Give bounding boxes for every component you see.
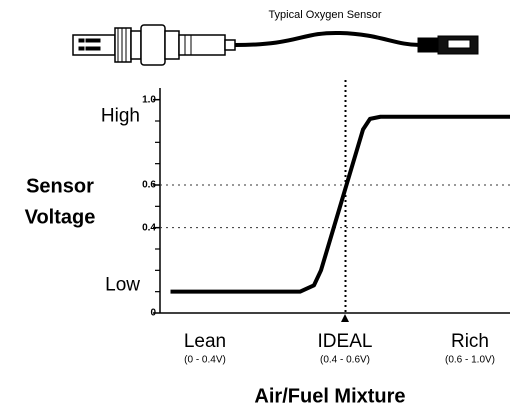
x-axis-title: Air/Fuel Mixture: [254, 385, 405, 407]
axis-pointer: [341, 314, 349, 322]
y-axis-title: Voltage: [25, 206, 96, 228]
x-category-label: IDEAL: [318, 331, 373, 352]
y-axis-title: Sensor: [26, 175, 94, 197]
x-category-range: (0.4 - 0.6V): [320, 355, 370, 366]
level-label: Low: [105, 274, 140, 295]
curve: [171, 117, 511, 292]
sensor-illustration: [73, 25, 478, 65]
x-category-range: (0 - 0.4V): [184, 355, 226, 366]
level-label: High: [101, 106, 140, 127]
x-category-range: (0.6 - 1.0V): [445, 355, 495, 366]
x-category-label: Rich: [451, 331, 489, 352]
image-caption: Typical Oxygen Sensor: [268, 9, 381, 21]
x-category-label: Lean: [184, 331, 226, 352]
chart: Typical Oxygen Sensor Sensor Voltage Air…: [0, 0, 516, 410]
